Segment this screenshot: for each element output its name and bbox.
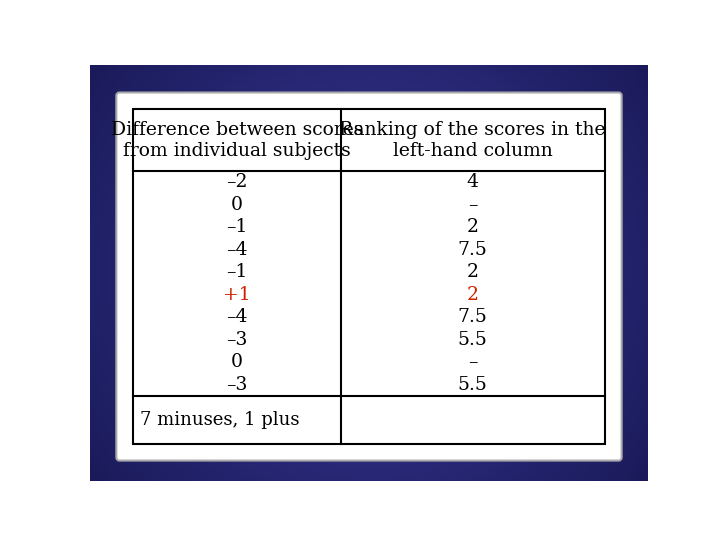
Text: 0: 0 (231, 196, 243, 214)
Text: –: – (468, 353, 477, 371)
Text: –3: –3 (226, 376, 248, 394)
Text: 7 minuses, 1 plus: 7 minuses, 1 plus (140, 411, 299, 429)
Text: –4: –4 (226, 308, 248, 326)
Text: 5.5: 5.5 (458, 376, 487, 394)
Text: 2: 2 (467, 218, 479, 237)
Text: 0: 0 (231, 353, 243, 371)
Text: –4: –4 (226, 241, 248, 259)
Text: +1: +1 (223, 286, 251, 303)
Text: 5.5: 5.5 (458, 330, 487, 349)
Text: 2: 2 (467, 286, 479, 303)
Text: –2: –2 (226, 173, 248, 191)
Text: Ranking of the scores in the
left-hand column: Ranking of the scores in the left-hand c… (339, 121, 606, 160)
Text: –1: –1 (226, 263, 248, 281)
Text: 7.5: 7.5 (458, 308, 487, 326)
Text: 4: 4 (467, 173, 479, 191)
Bar (133, 110, 605, 444)
Text: 2: 2 (467, 263, 479, 281)
Text: Difference between scores
from individual subjects: Difference between scores from individua… (111, 121, 364, 160)
Text: 7.5: 7.5 (458, 241, 487, 259)
Text: –: – (468, 196, 477, 214)
Text: –3: –3 (226, 330, 248, 349)
Text: –1: –1 (226, 218, 248, 237)
FancyBboxPatch shape (117, 92, 621, 461)
